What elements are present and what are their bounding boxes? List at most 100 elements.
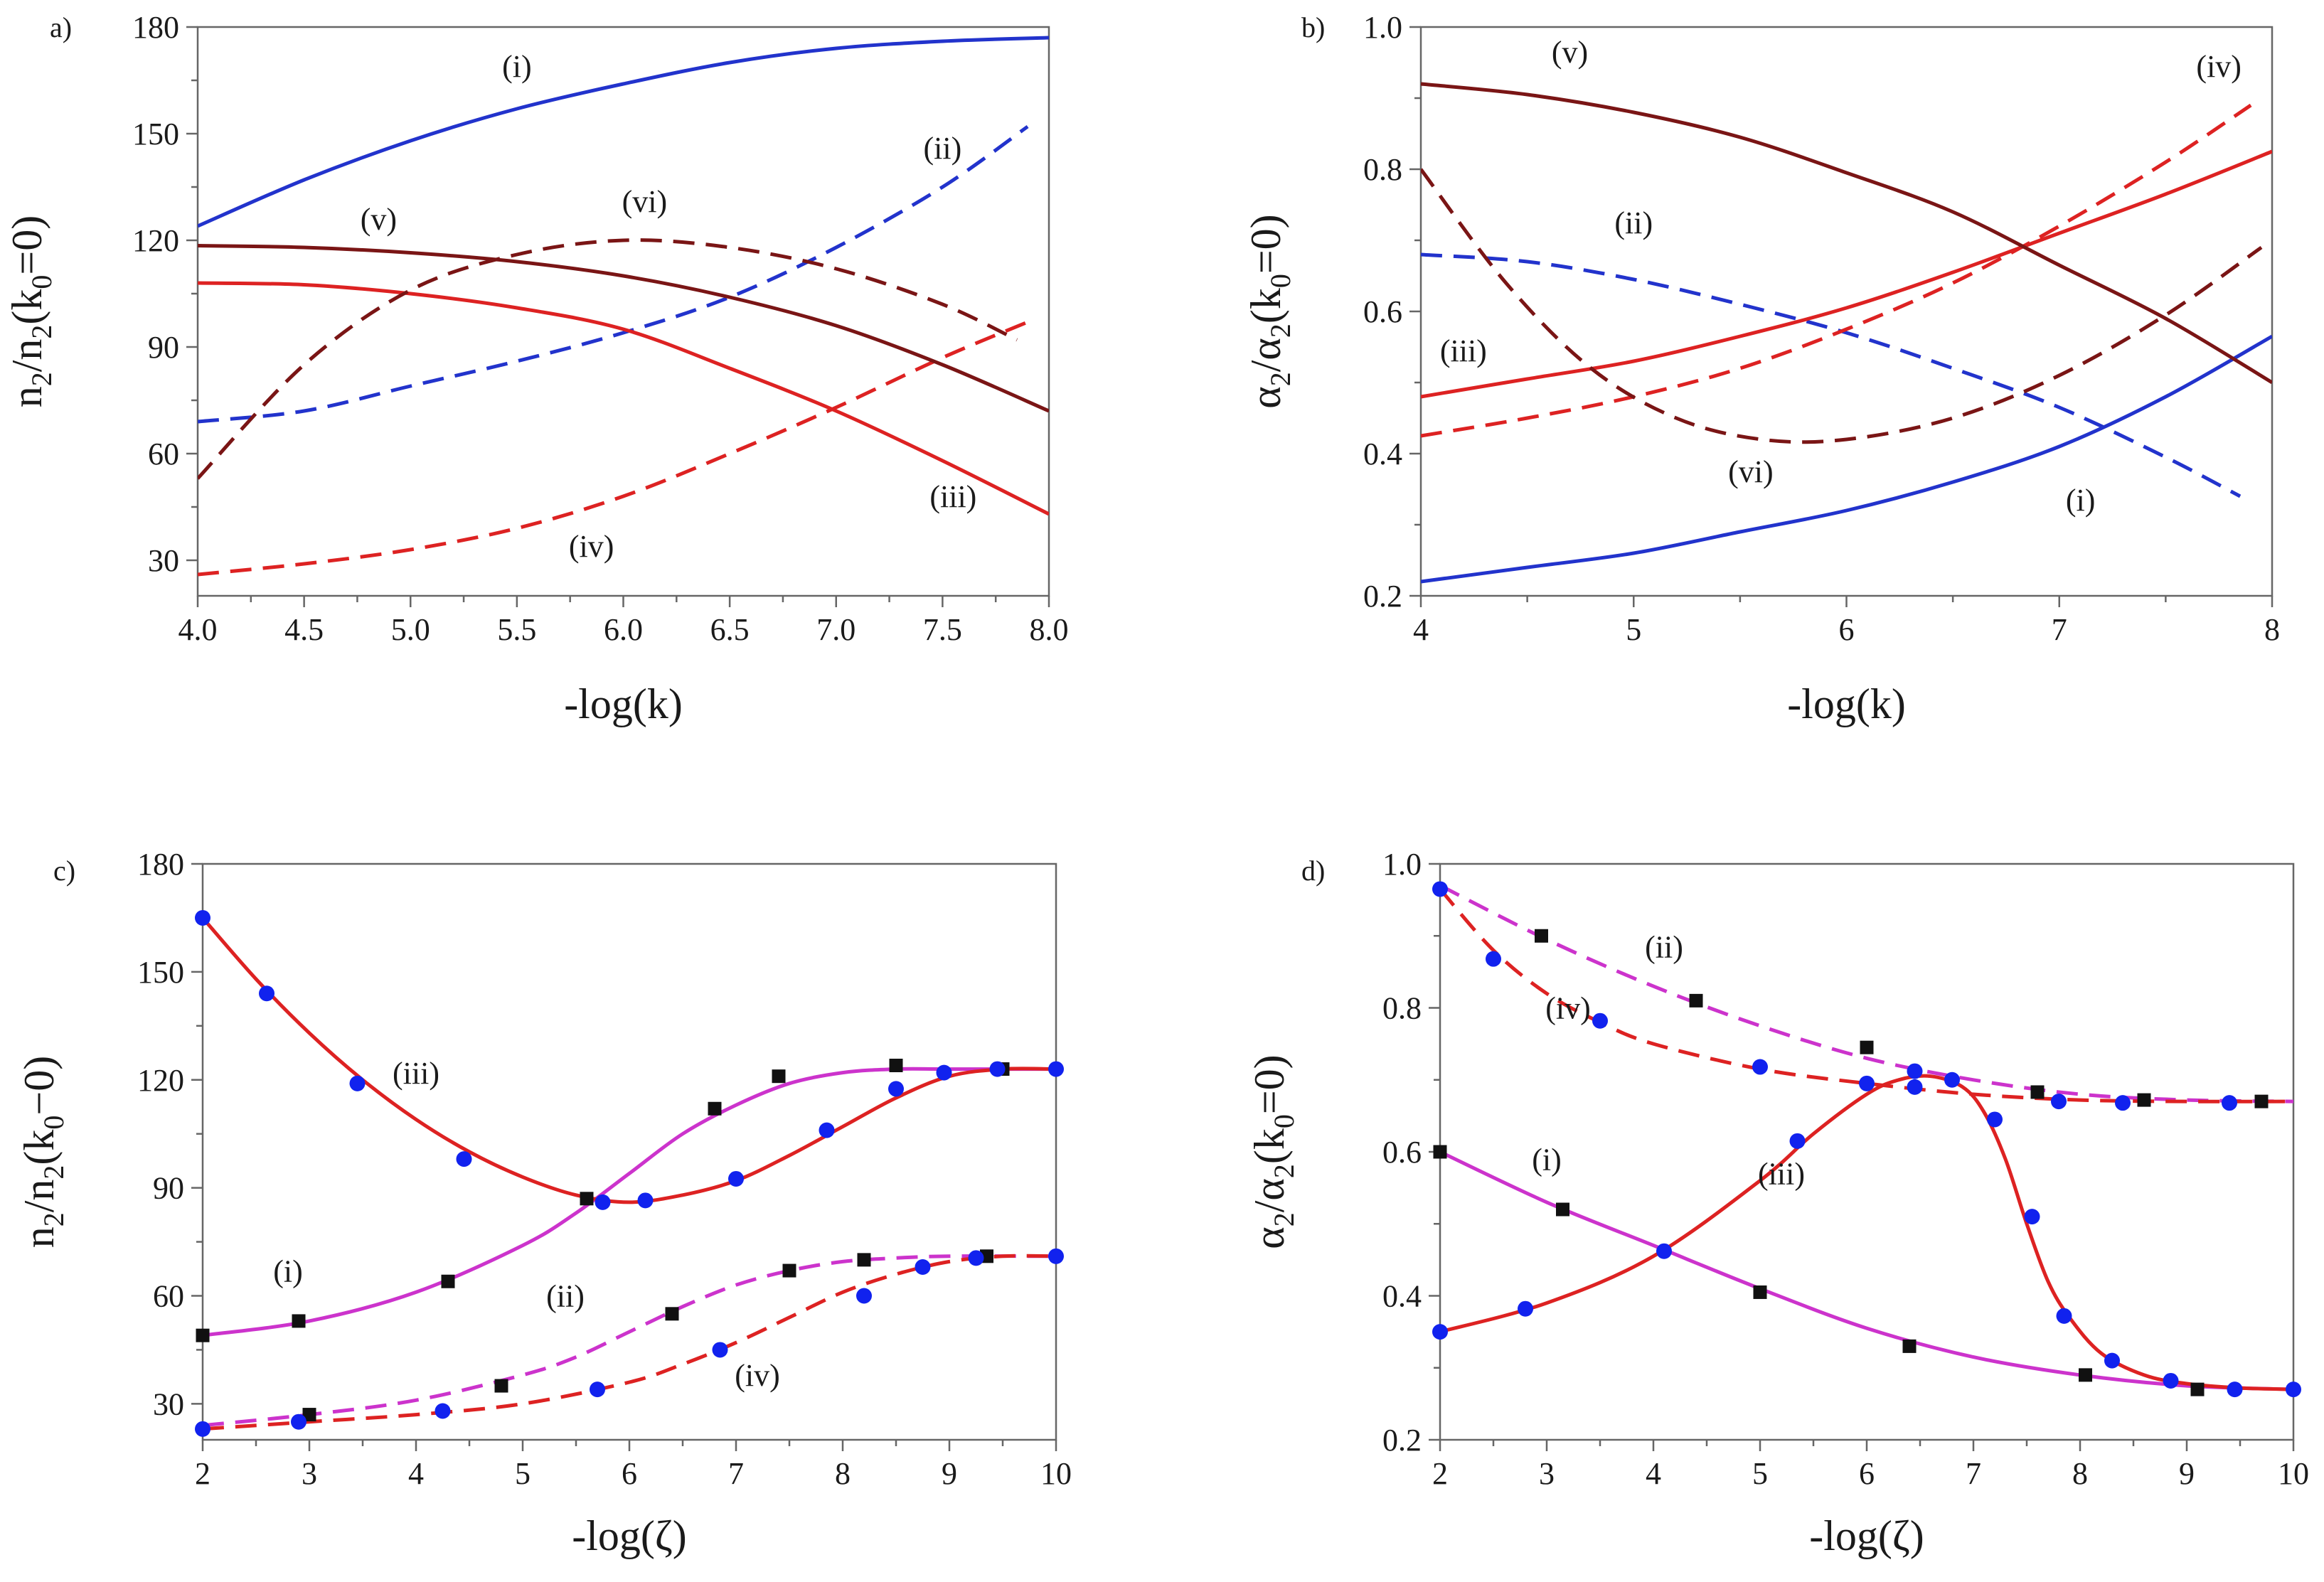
x-axis-title-b: -log(k) (1787, 680, 1906, 727)
y-tick-label-d: 0.2 (1382, 1423, 1422, 1458)
marker-square-d (1753, 1285, 1767, 1299)
y-tick-label-d: 0.6 (1382, 1135, 1422, 1170)
series-line-b-1 (1421, 334, 2272, 584)
x-tick-label-d: 10 (2278, 1456, 2309, 1491)
plot-frame-a (196, 26, 1050, 597)
marker-square-d (1902, 1339, 1917, 1353)
y-tick-label-d: 0.4 (1382, 1279, 1422, 1314)
marker-circle-c (637, 1192, 654, 1209)
x-tick-label-a: 4.5 (284, 612, 324, 647)
series-line-a-2 (198, 124, 1029, 424)
series-label-a-5: (v) (361, 202, 397, 237)
x-tick-label-c: 6 (622, 1456, 637, 1491)
marker-circle-d (1944, 1071, 1960, 1088)
marker-square-d (1535, 929, 1548, 943)
x-tick-label-a: 7.0 (816, 612, 855, 647)
x-tick-label-d: 9 (2179, 1456, 2195, 1491)
panel-label-c: c) (53, 855, 75, 887)
series-line-a-4 (198, 320, 1029, 577)
series-label-b-3: (iii) (1440, 333, 1487, 368)
x-tick-label-c: 5 (515, 1456, 531, 1491)
series-label-b-6: (vi) (1728, 454, 1774, 489)
series-label-a-6: (vi) (622, 184, 668, 219)
marker-circle-c (456, 1151, 472, 1167)
panel-d: 2 3 4 5 6 7 8 9 10 0.2 0.4 0.6 0.8 1.0 d) -log(ζ) α2/α2(… (1246, 847, 2309, 1559)
x-axis-title-c: -log(ζ) (572, 1512, 686, 1559)
marker-circle-d (1656, 1243, 1672, 1259)
marker-square-d (1860, 1040, 1874, 1054)
marker-circle-d (1987, 1111, 2003, 1128)
marker-circle-d (2286, 1381, 2301, 1398)
marker-circle-d (1518, 1300, 1533, 1317)
marker-square-c (494, 1379, 508, 1393)
panel-c: 2 3 4 5 6 7 8 9 10 30 60 90 120 150 180 c) -log(ζ) n2/n2(… (16, 847, 1072, 1559)
x-tick-label-b: 7 (2052, 612, 2067, 647)
y-tick-label-b: 0.2 (1363, 579, 1402, 614)
marker-circle-d (1432, 881, 1448, 897)
x-tick-label-a: 8.0 (1030, 612, 1069, 647)
marker-square-d (2030, 1085, 2045, 1099)
series-label-b-5: (v) (1552, 35, 1588, 70)
marker-circle-c (349, 1075, 366, 1091)
x-tick-label-b: 4 (1413, 612, 1429, 647)
marker-circle-c (1048, 1248, 1064, 1264)
series-label-d-4: (iv) (1545, 991, 1591, 1026)
marker-circle-c (819, 1122, 835, 1138)
marker-circle-c (989, 1061, 1006, 1077)
x-tick-label-d: 6 (1859, 1456, 1875, 1491)
marker-circle-c (259, 985, 274, 1002)
x-tick-label-d: 5 (1752, 1456, 1768, 1491)
series-label-c-4: (iv) (735, 1358, 780, 1393)
marker-circle-c (590, 1381, 605, 1398)
y-tick-label-b: 0.4 (1363, 437, 1402, 471)
marker-square-d (2190, 1382, 2205, 1396)
y-tick-label-a: 180 (132, 10, 179, 45)
series-label-a-2: (ii) (923, 131, 961, 166)
x-tick-label-b: 5 (1626, 612, 1641, 647)
series-line-a-3 (198, 281, 1049, 516)
marker-square-c (196, 1328, 210, 1342)
marker-square-c (708, 1101, 722, 1116)
series-line-d-4 (1440, 887, 2293, 1103)
marker-square-d (2137, 1093, 2151, 1107)
series-label-d-1: (i) (1532, 1142, 1562, 1177)
x-tick-label-a: 4.0 (178, 612, 218, 647)
x-tick-label-a: 7.5 (923, 612, 962, 647)
x-axis-title-a: -log(k) (564, 680, 683, 727)
marker-circle-d (1432, 1324, 1448, 1340)
y-axis-title-d: α2/α2(k0=0) (1246, 1054, 1300, 1249)
marker-square-c (782, 1263, 796, 1278)
series-line-a-6 (198, 238, 1018, 480)
marker-square-c (665, 1307, 679, 1321)
series-line-b-2 (1421, 252, 2242, 498)
y-tick-label-d: 1.0 (1382, 847, 1422, 882)
y-tick-label-a: 120 (132, 223, 179, 258)
panel-b: 4 5 6 7 8 0.2 0.4 0.6 0.8 1.0 b) -log(k) α2/α2(k0=0)… (1242, 10, 2280, 727)
series-label-a-4: (iv) (569, 529, 614, 564)
marker-circle-c (728, 1170, 744, 1187)
marker-circle-d (2115, 1095, 2131, 1111)
marker-circle-c (1048, 1061, 1064, 1077)
series-label-c-3: (iii) (393, 1056, 439, 1091)
marker-square-d (1556, 1202, 1569, 1217)
x-tick-label-c: 8 (835, 1456, 851, 1491)
marker-circle-c (888, 1081, 904, 1097)
x-tick-label-b: 6 (1839, 612, 1855, 647)
y-tick-label-c: 60 (153, 1279, 184, 1314)
series-line-b-6 (1421, 168, 2263, 444)
marker-circle-c (291, 1413, 307, 1430)
marker-square-d (2079, 1368, 2092, 1382)
x-axis-title-d: -log(ζ) (1809, 1512, 1924, 1559)
x-tick-label-d: 3 (1539, 1456, 1555, 1491)
y-tick-label-c: 180 (137, 847, 184, 882)
x-tick-label-c: 2 (195, 1456, 210, 1491)
series-line-d-1 (1440, 1150, 2293, 1391)
marker-circle-d (1789, 1133, 1806, 1149)
y-tick-label-b: 0.6 (1363, 294, 1402, 329)
marker-circle-c (195, 909, 210, 926)
series-label-d-3: (iii) (1758, 1157, 1805, 1192)
marker-circle-c (195, 1421, 210, 1437)
x-tick-label-d: 4 (1646, 1456, 1661, 1491)
x-tick-label-c: 3 (302, 1456, 317, 1491)
